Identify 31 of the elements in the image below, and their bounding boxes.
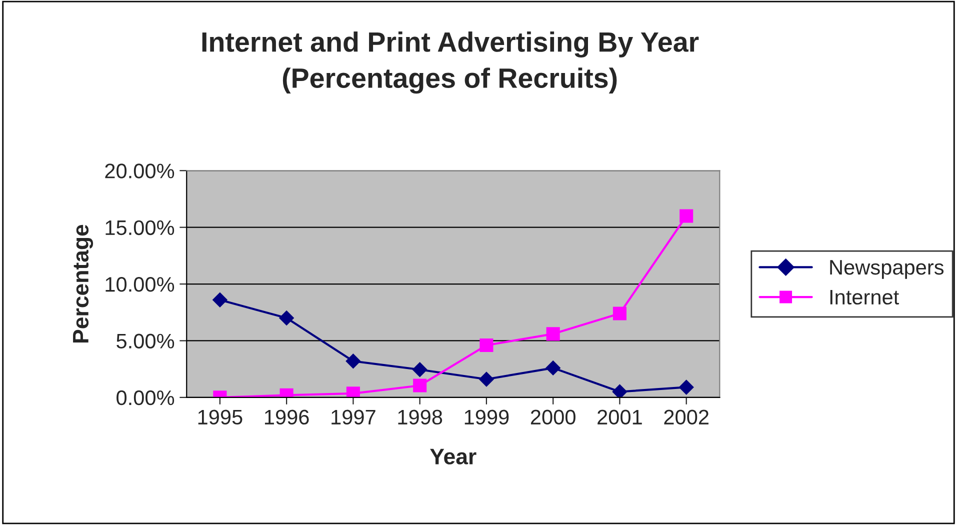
point — [413, 378, 427, 392]
x-tick-label: 1996 — [264, 410, 309, 425]
y-tick-label: 0.00% — [116, 390, 174, 406]
y-tick-label: 5.00% — [116, 334, 174, 348]
x-tick-label: 2002 — [664, 410, 708, 425]
point — [546, 327, 560, 341]
x-axis-title: Year — [430, 448, 476, 464]
point — [546, 360, 560, 376]
y-tick-label: 20.00% — [105, 164, 174, 178]
legend-label: Internet — [830, 290, 899, 305]
point — [279, 310, 294, 326]
x-tick-label: 1997 — [332, 410, 376, 425]
y-tick-label: 15.00% — [106, 220, 174, 236]
point — [678, 380, 694, 395]
point — [680, 209, 694, 223]
x-tick-label: 2001 — [598, 410, 642, 425]
point — [612, 384, 628, 398]
chart-title: Internet and Print Advertising By Year (Percentages of Recruits) — [202, 32, 699, 94]
y-axis-title: Percentage — [73, 224, 94, 342]
point — [212, 292, 228, 308]
point — [612, 306, 626, 320]
x-tick-label: 1999 — [464, 410, 509, 425]
x-tick-label: 2000 — [530, 410, 576, 425]
point — [412, 362, 428, 378]
point — [346, 354, 361, 369]
x-tick-label: 1998 — [398, 410, 442, 425]
point — [480, 338, 494, 352]
y-tick-label: 10.00% — [106, 277, 174, 292]
x-tick-label: 1995 — [198, 410, 242, 425]
legend-label: Newspapers — [830, 260, 944, 279]
point — [479, 372, 494, 387]
